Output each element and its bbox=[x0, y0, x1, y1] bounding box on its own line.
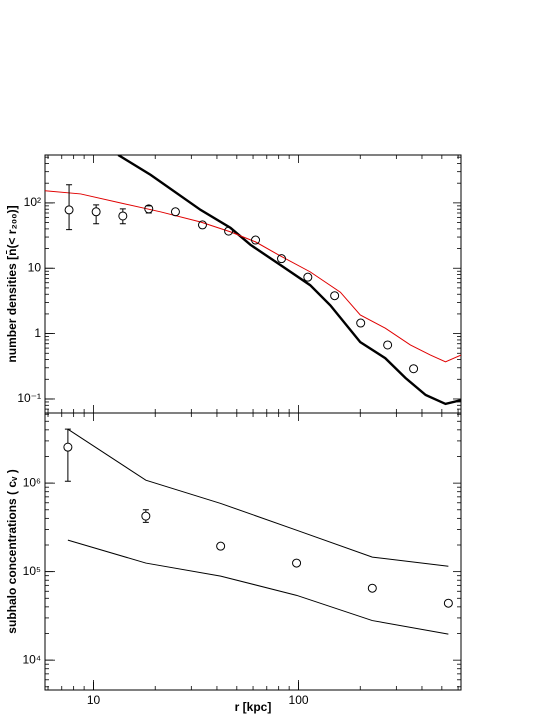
data-line bbox=[45, 190, 461, 363]
data-point bbox=[409, 364, 419, 374]
error-bar bbox=[142, 509, 149, 523]
data-point bbox=[141, 511, 151, 521]
data-point bbox=[330, 291, 340, 301]
y-tick-label: 10⁶ bbox=[23, 475, 41, 489]
y-tick-label: 10 bbox=[28, 260, 42, 274]
y-tick-label: 10⁻¹ bbox=[17, 391, 41, 405]
plot-frame bbox=[44, 154, 462, 414]
y-tick-label: 10⁵ bbox=[23, 564, 41, 578]
data-point bbox=[91, 207, 101, 217]
y-tick-label: 10² bbox=[24, 195, 41, 209]
y-tick-label: 1 bbox=[34, 326, 41, 340]
data-point bbox=[443, 598, 453, 608]
data-point bbox=[356, 318, 366, 328]
x-tick-label: 10 bbox=[87, 693, 101, 707]
data-point bbox=[277, 254, 287, 264]
y-axis-title: subhalo concentrations ( cᵥ ) bbox=[5, 469, 19, 633]
x-axis-title: r [kpc] bbox=[235, 700, 272, 714]
y-axis-title: number densities [n̄(< r₂₀₀)] bbox=[5, 205, 19, 362]
data-point bbox=[170, 207, 180, 217]
data-point bbox=[251, 235, 261, 245]
data-point bbox=[216, 541, 226, 551]
data-point bbox=[64, 205, 74, 215]
data-point bbox=[292, 558, 302, 568]
data-point bbox=[63, 442, 73, 452]
y-tick-label: 10⁴ bbox=[22, 652, 41, 666]
error-bar bbox=[93, 204, 100, 225]
data-line bbox=[67, 539, 449, 635]
data-point bbox=[383, 340, 393, 350]
data-point bbox=[303, 272, 313, 282]
error-bar bbox=[66, 184, 73, 231]
data-point bbox=[197, 220, 207, 230]
data-line bbox=[67, 428, 449, 567]
data-point bbox=[118, 211, 128, 221]
data-point bbox=[144, 204, 154, 214]
data-point bbox=[224, 226, 234, 236]
error-bar bbox=[119, 208, 126, 225]
data-point bbox=[367, 583, 377, 593]
x-tick-label: 100 bbox=[289, 693, 309, 707]
error-bar bbox=[64, 428, 71, 482]
data-line bbox=[117, 155, 461, 406]
